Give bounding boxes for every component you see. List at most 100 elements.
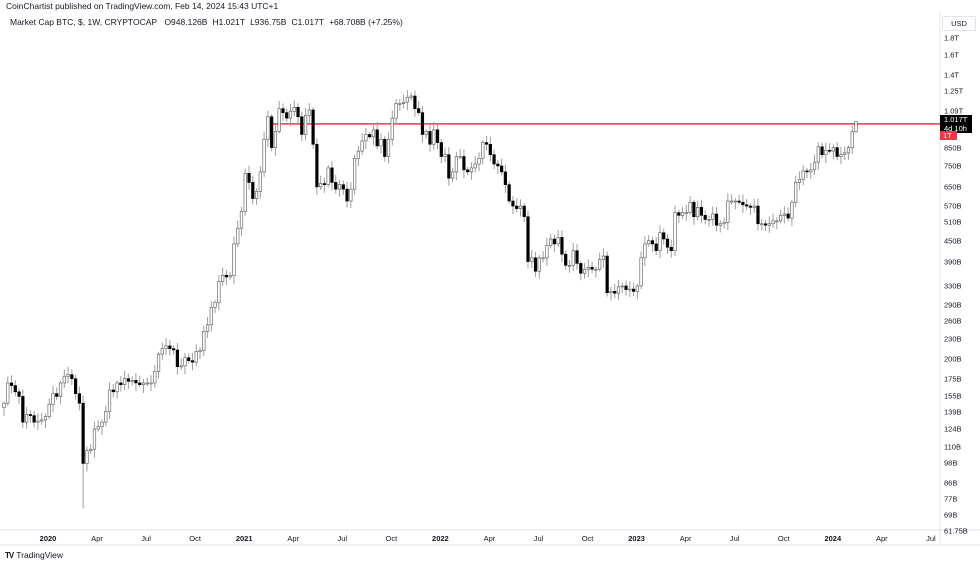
candle-up bbox=[451, 171, 455, 179]
price-tick-label: 230B bbox=[944, 334, 962, 344]
candle-down bbox=[28, 414, 32, 416]
candle-down bbox=[650, 240, 655, 245]
candle-up bbox=[620, 285, 624, 288]
candle-up bbox=[628, 288, 632, 291]
candle-down bbox=[699, 207, 704, 216]
candle-down bbox=[111, 389, 115, 393]
candle-up bbox=[43, 416, 48, 421]
candle-up bbox=[635, 285, 639, 292]
candle-up bbox=[153, 371, 157, 384]
candle-up bbox=[58, 382, 63, 397]
candle-down bbox=[74, 378, 78, 394]
candle-down bbox=[515, 205, 519, 209]
candle-down bbox=[624, 285, 628, 290]
candle-down bbox=[511, 200, 515, 207]
price-tick-label: 98B bbox=[944, 458, 958, 468]
candle-up bbox=[194, 351, 198, 363]
candle-up bbox=[537, 257, 541, 272]
time-tick-label: Jul bbox=[337, 534, 348, 543]
candle-up bbox=[729, 200, 734, 203]
candle-up bbox=[812, 161, 817, 171]
tradingview-logo[interactable]: TV TradingView bbox=[5, 550, 63, 560]
candle-up bbox=[782, 213, 786, 216]
symbol-name[interactable]: Market Cap BTC, $, 1W, CRYPTOCAP bbox=[10, 17, 158, 27]
candle-down bbox=[560, 237, 564, 255]
candle-up bbox=[722, 222, 726, 225]
candle-up bbox=[673, 212, 677, 252]
price-tick-label: 330B bbox=[944, 281, 962, 291]
candle-up bbox=[123, 378, 127, 385]
price-tick-label: 1.4T bbox=[944, 70, 960, 80]
candle-up bbox=[601, 255, 606, 260]
time-tick-label: Apr bbox=[483, 534, 496, 543]
time-tick-label: Oct bbox=[777, 534, 790, 543]
candle-down bbox=[662, 232, 666, 240]
candle-up bbox=[696, 207, 700, 218]
candle-down bbox=[247, 173, 251, 183]
candle-down bbox=[296, 107, 300, 118]
candle-down bbox=[820, 146, 824, 155]
candle-down bbox=[315, 143, 319, 188]
candle-up bbox=[767, 223, 771, 226]
candle-down bbox=[126, 378, 130, 382]
candle-up bbox=[567, 265, 572, 267]
candle-up bbox=[371, 129, 376, 138]
candle-up bbox=[141, 382, 146, 385]
candle-down bbox=[579, 263, 583, 274]
candle-up bbox=[556, 237, 560, 245]
candle-down bbox=[748, 205, 753, 208]
candle-up bbox=[545, 245, 549, 259]
currency-button[interactable]: USD bbox=[942, 16, 976, 31]
candle-up bbox=[477, 158, 481, 165]
candle-down bbox=[413, 95, 417, 109]
candle-up bbox=[658, 232, 662, 252]
candle-up bbox=[104, 411, 108, 423]
time-tick-label: Apr bbox=[679, 534, 692, 543]
candle-up bbox=[213, 302, 217, 308]
candle-up bbox=[183, 357, 187, 367]
candle-down bbox=[522, 205, 526, 218]
ohlc-change: +68.708B (+7.25%) bbox=[329, 17, 403, 27]
price-tick-label: 175B bbox=[944, 374, 962, 384]
candle-up bbox=[843, 152, 847, 155]
current-price: 1.017T bbox=[944, 115, 968, 124]
candle-up bbox=[273, 131, 278, 148]
candle-up bbox=[202, 331, 206, 351]
candle-down bbox=[447, 154, 451, 179]
candle-up bbox=[481, 142, 485, 159]
candle-up bbox=[394, 103, 398, 119]
candle-up bbox=[760, 223, 764, 226]
candle-down bbox=[466, 169, 470, 173]
candle-up bbox=[100, 421, 104, 428]
time-tick-label: Apr bbox=[876, 534, 888, 543]
candle-down bbox=[737, 200, 741, 203]
candle-down bbox=[439, 142, 443, 157]
candle-up bbox=[598, 259, 602, 270]
candle-up bbox=[360, 140, 364, 152]
candle-up bbox=[156, 353, 161, 372]
price-tick-label: 124B bbox=[944, 424, 962, 434]
candle-down bbox=[17, 391, 21, 397]
candle-up bbox=[266, 116, 270, 140]
price-tick-label: 1.09T bbox=[944, 106, 964, 116]
candle-up bbox=[390, 117, 394, 140]
candle-down bbox=[533, 257, 538, 272]
candle-up bbox=[401, 101, 406, 104]
price-tick-label: 69B bbox=[944, 510, 958, 520]
candle-up bbox=[530, 257, 534, 262]
candle-up bbox=[816, 146, 820, 163]
candle-down bbox=[70, 374, 74, 380]
candle-down bbox=[281, 108, 285, 113]
candle-down bbox=[631, 288, 636, 292]
price-tick-label: 510B bbox=[944, 217, 962, 227]
candle-down bbox=[175, 349, 180, 367]
candle-up bbox=[424, 131, 428, 135]
price-tick-label: 200B bbox=[944, 354, 962, 364]
candle-down bbox=[835, 147, 839, 157]
candle-down bbox=[496, 163, 500, 167]
candle-down bbox=[330, 167, 334, 183]
candle-up bbox=[205, 324, 210, 332]
candle-up bbox=[66, 374, 70, 377]
ohlc-low: L936.75B bbox=[250, 17, 287, 27]
